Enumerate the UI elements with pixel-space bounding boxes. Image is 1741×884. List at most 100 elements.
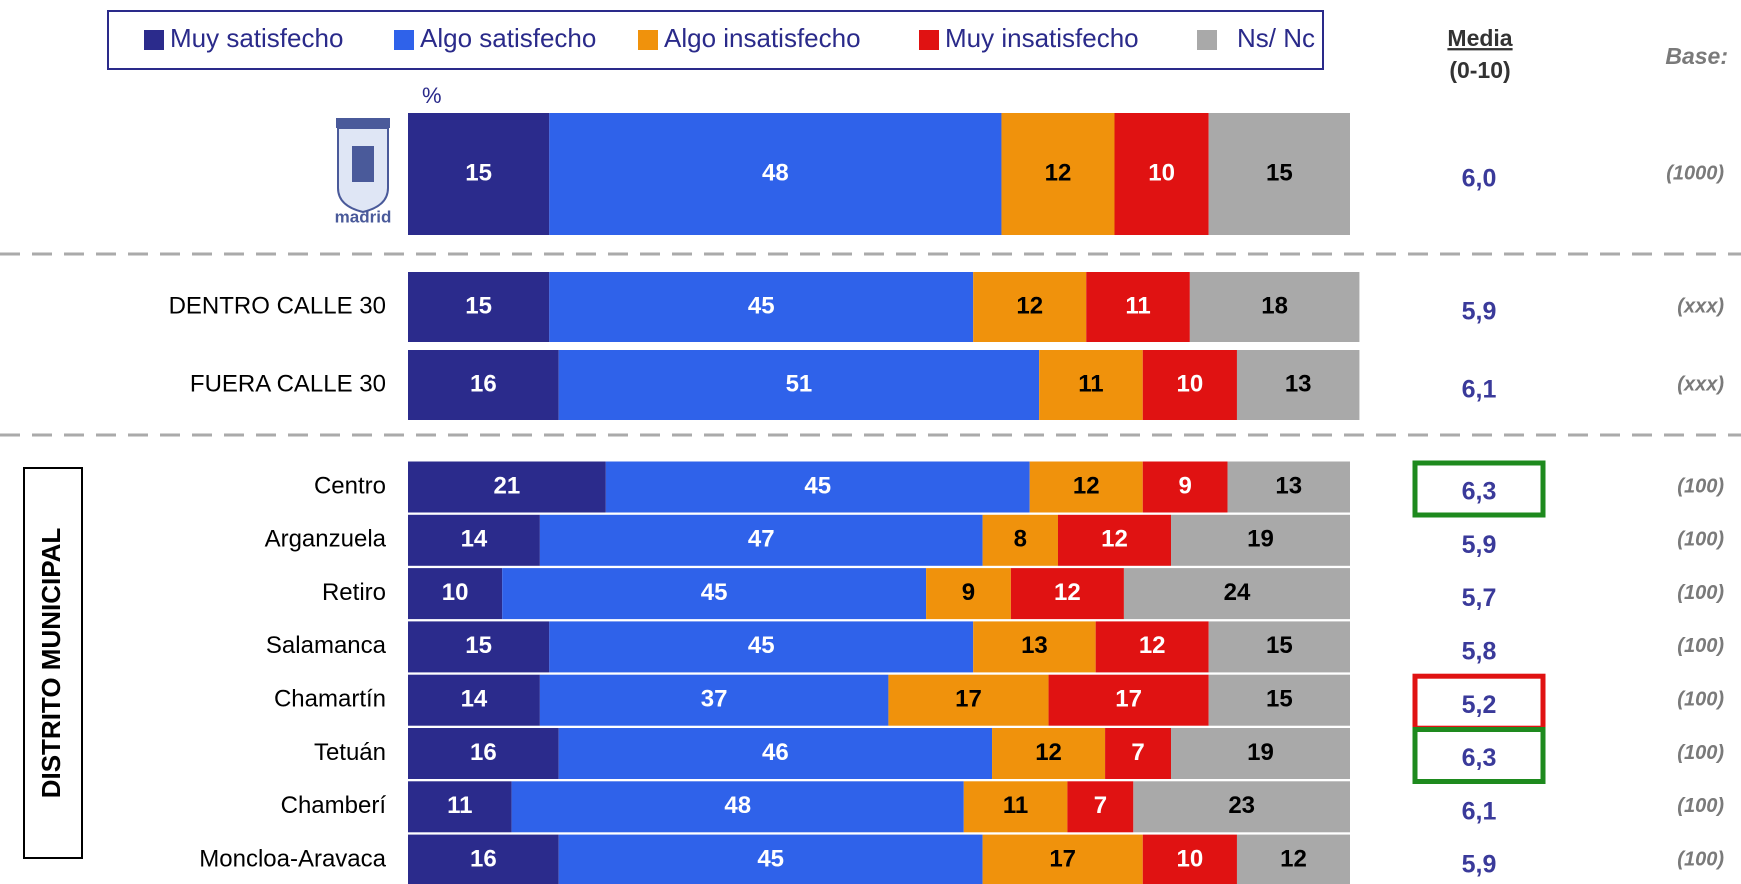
data-label: 17 [1049,845,1076,872]
data-label: 15 [465,632,492,659]
media-value: 5,9 [1462,531,1497,559]
base-label: (100) [1677,688,1724,710]
unit-label: % [422,83,442,108]
data-label: 14 [461,526,488,553]
bar-segment [888,674,1049,726]
data-label: 48 [762,159,789,186]
category-label: Retiro [322,579,386,606]
base-title: Base: [1665,43,1728,69]
data-label: 45 [804,472,831,499]
base-label: (100) [1677,742,1724,764]
legend-box [107,10,1324,70]
base-label: (100) [1677,475,1724,497]
bar-segment [558,728,993,779]
bar-segment [963,781,1068,833]
media-value: 6,3 [1462,744,1497,772]
data-label: 12 [1045,159,1072,186]
bar-segment [408,568,503,620]
legend-swatch [638,30,658,50]
data-label: 45 [748,632,775,659]
bar-segment [549,621,974,673]
bar-segment [1123,568,1350,620]
category-label: Salamanca [266,632,387,659]
category-label: Moncloa-Aravaca [199,845,386,872]
bar-segment [539,674,889,726]
bar-segment [558,350,1040,420]
media-value: 6,0 [1462,165,1497,193]
category-label: Centro [314,472,386,499]
data-label: 21 [494,472,521,499]
data-label: 48 [724,792,751,819]
media-value: 5,7 [1462,584,1497,612]
legend-swatch [394,30,414,50]
category-label: Chamberí [281,792,387,819]
media-value: 6,1 [1462,376,1497,404]
data-label: 19 [1247,526,1274,553]
bar-segment [408,350,559,420]
data-label: 46 [762,739,789,766]
legend-label: Algo satisfecho [420,23,596,53]
data-label: 24 [1224,579,1251,606]
data-label: 16 [470,370,497,397]
base-label: (xxx) [1677,295,1724,317]
data-label: 12 [1101,526,1128,553]
data-label: 8 [1014,526,1027,553]
data-label: 10 [1177,845,1204,872]
bar-segment [1208,113,1350,235]
base-label: (xxx) [1677,373,1724,395]
legend-label: Muy satisfecho [170,23,343,53]
data-label: 13 [1275,472,1302,499]
data-label: 45 [701,579,728,606]
bar-segment [1236,350,1360,420]
category-label: DENTRO CALLE 30 [169,292,386,319]
data-label: 9 [962,579,975,606]
data-label: 11 [1078,370,1103,397]
legend-label: Ns/ Nc [1237,23,1315,53]
bar-segment [1142,461,1228,513]
category-label: FUERA CALLE 30 [190,370,386,397]
bar-segment [1001,113,1115,235]
bar-segment [1105,728,1172,779]
bar-segment [1142,834,1237,884]
data-label: 12 [1016,292,1043,319]
bar-segment [1029,461,1143,513]
bar-segment [539,514,983,566]
bar-segment [1114,113,1209,235]
bar-segment [1010,568,1124,620]
bar-segment [408,674,540,726]
data-label: 12 [1139,632,1166,659]
bar-segment [408,113,550,235]
bar-segment [1171,728,1350,779]
bar-segment [408,834,559,884]
media-value: 5,2 [1462,691,1497,719]
bar-segment [408,461,606,513]
bar-segment [511,781,964,833]
data-label: 7 [1094,792,1107,819]
base-label: (100) [1677,635,1724,657]
bar-segment [1086,272,1190,342]
data-label: 16 [470,845,497,872]
bar-segment [973,272,1087,342]
data-label: 10 [442,579,469,606]
data-label: 12 [1054,579,1081,606]
bar-segment [1171,514,1350,566]
media-subtitle: (0-10) [1449,57,1510,83]
data-label: 18 [1261,292,1288,319]
bar-segment [408,272,550,342]
category-label: Arganzuela [265,526,387,553]
legend-swatch [919,30,939,50]
group-label: DISTRITO MUNICIPAL [36,528,66,799]
bar-segment [1095,621,1209,673]
data-label: 17 [1115,686,1142,713]
bar-segment [1133,781,1350,833]
logo-text: madrid [335,207,392,226]
data-label: 11 [447,792,472,819]
media-value: 6,1 [1462,797,1497,825]
bar-segment [549,272,974,342]
bar-segment [1142,350,1237,420]
base-label: (100) [1677,795,1724,817]
data-label: 45 [757,845,784,872]
data-label: 51 [786,370,813,397]
bar-segment [408,514,540,566]
